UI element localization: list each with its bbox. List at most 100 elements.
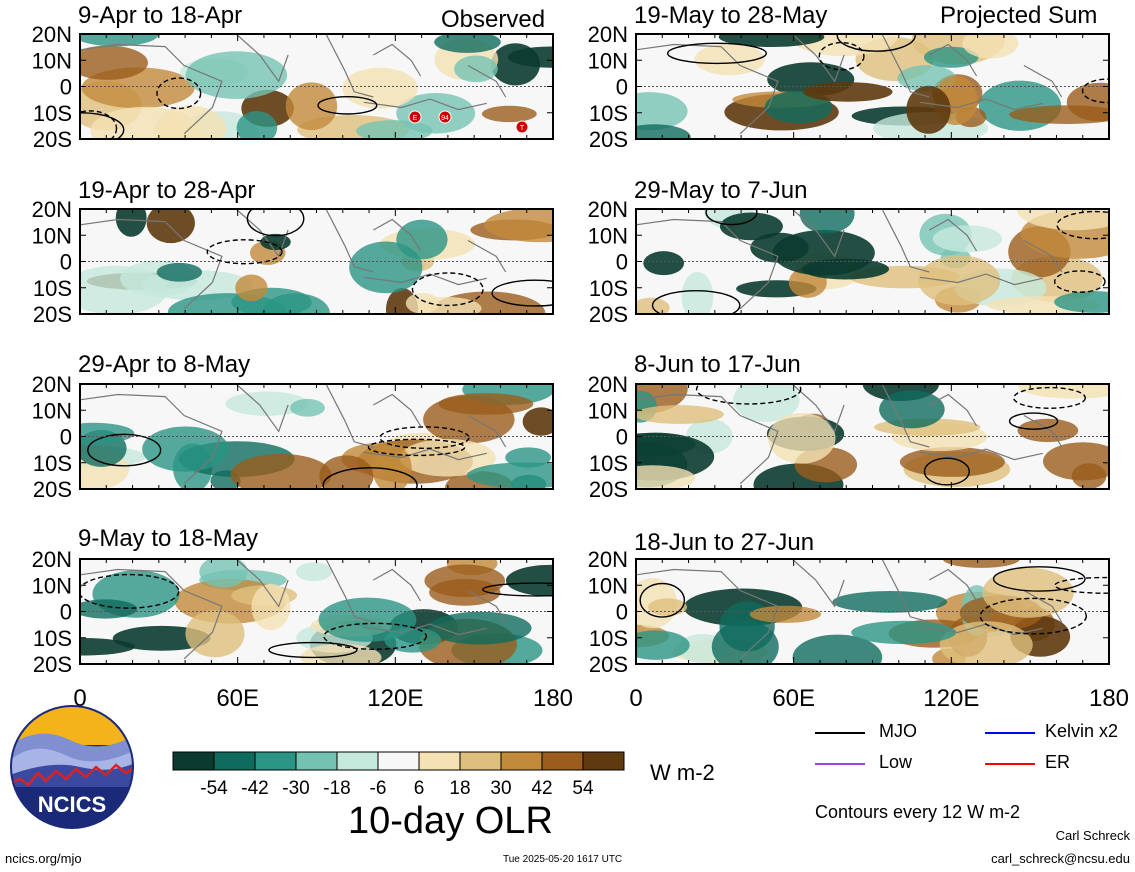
colorbar-tick-label: 54 [572, 778, 594, 799]
colorbar-swatch [418, 751, 461, 771]
lat-tick-label: 10S [589, 101, 628, 126]
lat-tick-label: 10N [32, 223, 72, 248]
olr-anomaly [1018, 384, 1109, 399]
lon-tick-label: 60E [216, 685, 259, 712]
coastline [467, 239, 507, 273]
olr-anomaly [295, 562, 332, 582]
coastline [881, 384, 930, 448]
olr-anomaly [185, 610, 245, 658]
lat-tick-label: 20N [32, 372, 72, 397]
lat-tick-label: 0 [616, 250, 628, 275]
legend-label-er: ER [1045, 752, 1071, 772]
olr-anomaly [225, 391, 309, 416]
lat-tick-label: 10S [589, 626, 628, 651]
lat-tick-label: 10S [589, 451, 628, 476]
legend: MJO Kelvin x2 Low ER [815, 720, 1135, 780]
olr-anomaly [318, 597, 417, 642]
colorbar-swatch [541, 751, 584, 771]
coastline [881, 209, 930, 273]
coastline [1023, 589, 1063, 623]
coastline [929, 43, 978, 77]
olr-anomaly [80, 599, 138, 619]
colorbar-tick-label: -6 [370, 778, 387, 799]
lat-tick-label: 0 [60, 75, 72, 100]
mjo-contour [639, 582, 686, 618]
colorbar-swatch [377, 751, 420, 771]
coastline [636, 568, 779, 660]
coastline [235, 384, 289, 433]
coastline [636, 393, 779, 485]
colorbar: -54 -42 -30 -18 -6 6 18 30 42 54 [172, 751, 625, 799]
coastline [325, 209, 374, 273]
coastline [1023, 64, 1063, 98]
olr-anomaly [405, 292, 440, 314]
olr-maps: 20N10N010S20S20N10N010S20S20N10N010S20S2… [32, 22, 1129, 712]
olr-anomaly [434, 34, 501, 53]
lat-tick-label: 10N [32, 48, 72, 73]
colorbar-tick-label: 6 [414, 778, 425, 799]
footer-email[interactable]: carl_schreck@ncsu.edu [991, 851, 1130, 866]
coastline [636, 218, 779, 310]
lat-tick-label: 20N [32, 197, 72, 222]
olr-anomaly [636, 405, 724, 425]
coastline [467, 589, 507, 623]
coastline [919, 273, 1043, 286]
colorbar-swatch [295, 751, 338, 771]
panel-title: 18-Jun to 27-Jun [634, 529, 815, 556]
olr-anomaly [764, 90, 833, 124]
olr-anomaly [1016, 209, 1109, 231]
lat-tick-label: 20N [588, 197, 628, 222]
coastline [1023, 414, 1063, 448]
lat-tick-label: 20N [588, 372, 628, 397]
lon-tick-label: 180 [533, 685, 573, 712]
coastline [373, 43, 422, 77]
coastline [325, 384, 374, 448]
storm-marker [438, 110, 452, 124]
projected-label: Projected Sum [940, 2, 1098, 29]
lon-tick-label: 0 [629, 685, 642, 712]
coastline [881, 34, 930, 98]
lat-tick-label: 20N [588, 22, 628, 47]
lat-tick-label: 10N [588, 573, 628, 598]
olr-anomaly [962, 34, 1019, 59]
olr-anomaly [718, 34, 825, 47]
legend-label-kelvin: Kelvin x2 [1045, 721, 1119, 741]
olr-anomaly [199, 559, 248, 588]
panel-title: 8-Jun to 17-Jun [634, 351, 801, 378]
olr-anomaly [648, 598, 688, 616]
colorbar-swatch [500, 751, 543, 771]
olr-anomaly [636, 124, 691, 139]
coastline [791, 34, 845, 83]
footer-url[interactable]: ncics.org/mjo [5, 851, 82, 866]
coastline [373, 393, 422, 427]
olr-anomaly [719, 212, 783, 241]
coastline [363, 273, 487, 286]
olr-anomaly [142, 426, 229, 472]
olr-anomaly [899, 446, 1005, 477]
coastline [235, 559, 289, 608]
olr-anomaly [251, 583, 291, 631]
lat-tick-label: 10S [589, 276, 628, 301]
mjo-contour [818, 41, 865, 71]
panel-title: 29-Apr to 8-May [78, 351, 251, 378]
coastline [80, 218, 223, 310]
olr-anomaly [749, 605, 821, 623]
lat-tick-label: 20S [33, 127, 72, 152]
mjo-contour [1053, 270, 1106, 293]
olr-anomaly [290, 399, 325, 417]
coastline [363, 98, 487, 111]
mjo-contour [367, 438, 466, 457]
coastline [80, 43, 223, 135]
olr-anomaly [285, 82, 338, 131]
mjo-contour [836, 34, 916, 52]
coastline [881, 559, 930, 623]
colorbar-tick-label: 42 [531, 778, 552, 799]
olr-anomaly [636, 92, 688, 131]
coastline [80, 568, 223, 660]
olr-anomaly [643, 251, 685, 276]
olr-anomaly [466, 462, 553, 489]
mjo-contour [80, 110, 118, 139]
